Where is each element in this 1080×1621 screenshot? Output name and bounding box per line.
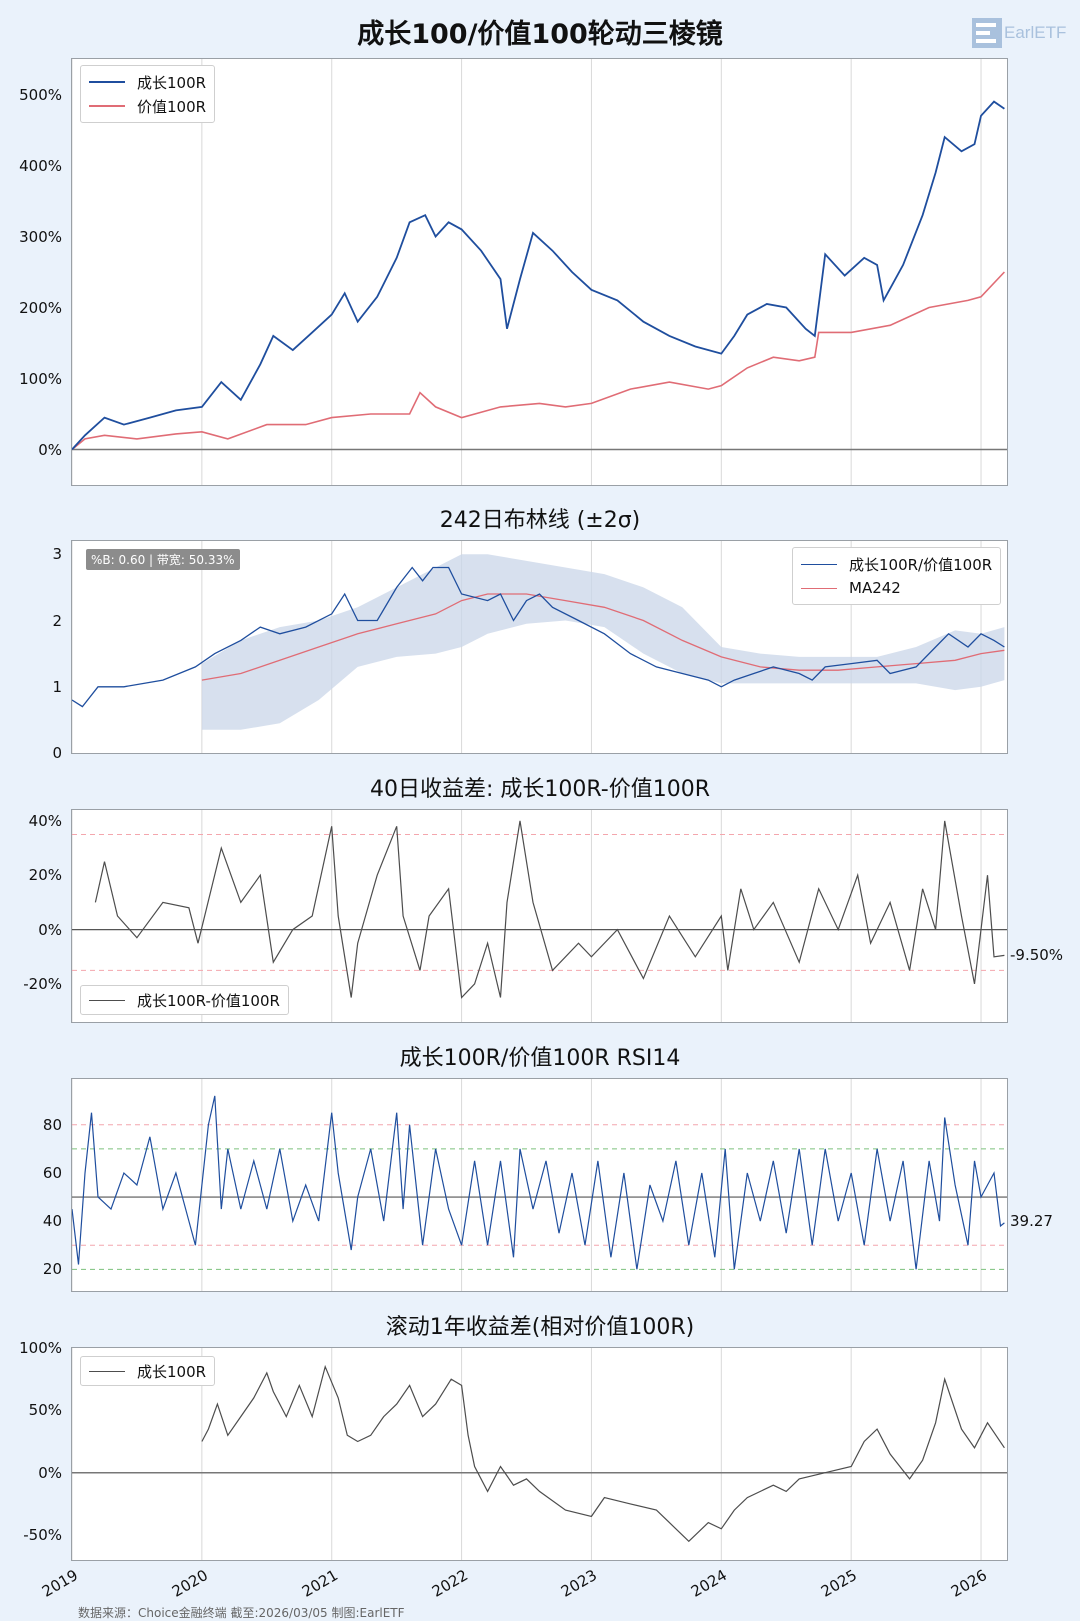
y-tick-label: 80 — [42, 1115, 62, 1134]
legend-rolling: 成长100R — [137, 1362, 207, 1381]
panel5-title: 滚动1年收益差(相对价值100R) — [385, 1315, 695, 1340]
legend-ma242: MA242 — [849, 579, 901, 597]
y-tick-label: 20% — [28, 866, 62, 885]
y-tick-label: 0% — [38, 440, 62, 459]
bollinger-badge: %B: 0.60 | 带宽: 50.33% — [86, 549, 240, 570]
growth-line — [72, 100, 1005, 451]
y-tick-label: 0% — [38, 920, 62, 939]
svg-text:EarlETF: EarlETF — [1004, 23, 1066, 42]
cumulative-return-chart — [72, 59, 1007, 485]
panel3-title: 40日收益差: 成长100R-价值100R — [369, 777, 710, 802]
cumulative-return-panel: 成长100R 价值100R — [71, 58, 1008, 486]
panel2-title: 242日布林线 (±2σ) — [439, 508, 641, 533]
y-tick-label: 60 — [42, 1163, 62, 1182]
y-tick-label: 300% — [19, 227, 62, 246]
y-tick-label: 200% — [19, 298, 62, 317]
rolling-panel: 成长100R — [71, 1347, 1008, 1561]
earletf-logo: EarlETF — [972, 16, 1072, 50]
y-tick-label: 500% — [19, 85, 62, 104]
ratio-line — [72, 566, 1005, 708]
y-tick-label: 50% — [28, 1401, 62, 1420]
rsi-end-label: 39.27 — [1010, 1212, 1053, 1230]
y-tick-label: -50% — [23, 1526, 62, 1545]
main-title: 成长100/价值100轮动三棱镜 — [357, 19, 723, 50]
y-tick-label: -20% — [23, 974, 62, 993]
footer-source: 数据来源：Choice金融终端 截至:2026/03/05 制图:EarlETF — [78, 1606, 405, 1620]
legend-ratio: 成长100R/价值100R — [849, 555, 993, 574]
rolling-chart — [72, 1348, 1007, 1560]
y-tick-label: 100% — [19, 1339, 62, 1357]
x-tick-label: 2020 — [168, 1566, 211, 1601]
diff-end-label: -9.50% — [1010, 946, 1064, 964]
logo-icon: EarlETF — [972, 18, 1066, 48]
x-tick-label: 2022 — [428, 1566, 471, 1601]
y-tick-label: 20 — [42, 1260, 62, 1279]
legend-value: 价值100R — [137, 97, 207, 116]
return-diff-panel: 成长100R-价值100R — [71, 809, 1008, 1023]
return-diff-legend: 成长100R-价值100R — [80, 985, 289, 1015]
return-diff-chart — [72, 810, 1007, 1022]
rsi-panel — [71, 1078, 1008, 1292]
y-tick-label: 40% — [28, 811, 62, 830]
cumulative-legend: 成长100R 价值100R — [80, 65, 216, 123]
y-tick-label: 0 — [52, 744, 62, 762]
rsi-line — [72, 1095, 1005, 1270]
bollinger-band — [201, 554, 1005, 730]
y-tick-label: 1 — [52, 677, 62, 696]
x-tick-label: 2019 — [38, 1566, 81, 1601]
ma242-line — [201, 593, 1005, 681]
y-tick-label: 40 — [42, 1212, 62, 1231]
x-tick-label: 2024 — [688, 1566, 731, 1601]
rolling-legend: 成长100R — [80, 1356, 216, 1386]
x-tick-label: 2021 — [298, 1566, 341, 1601]
legend-growth: 成长100R — [137, 73, 207, 92]
y-tick-label: 100% — [19, 369, 62, 388]
bollinger-chart — [72, 541, 1005, 753]
y-tick-label: 400% — [19, 156, 62, 175]
legend-diff: 成长100R-价值100R — [137, 991, 280, 1010]
bollinger-legend: 成长100R/价值100R MA242 — [792, 547, 1002, 605]
x-tick-label: 2023 — [558, 1566, 601, 1601]
bollinger-panel: %B: 0.60 | 带宽: 50.33% 成长100R/价值100R MA24… — [71, 540, 1008, 754]
value-line — [72, 271, 1005, 451]
x-tick-label: 2026 — [947, 1566, 991, 1601]
x-tick-label: 2025 — [818, 1566, 861, 1601]
rsi-chart — [72, 1079, 1007, 1291]
diff-line — [94, 820, 1005, 999]
panel4-title: 成长100R/价值100R RSI14 — [399, 1046, 681, 1071]
y-tick-label: 3 — [52, 545, 62, 564]
y-tick-label: 0% — [38, 1463, 62, 1482]
rolling-line — [201, 1364, 1005, 1543]
y-tick-label: 2 — [52, 611, 62, 630]
